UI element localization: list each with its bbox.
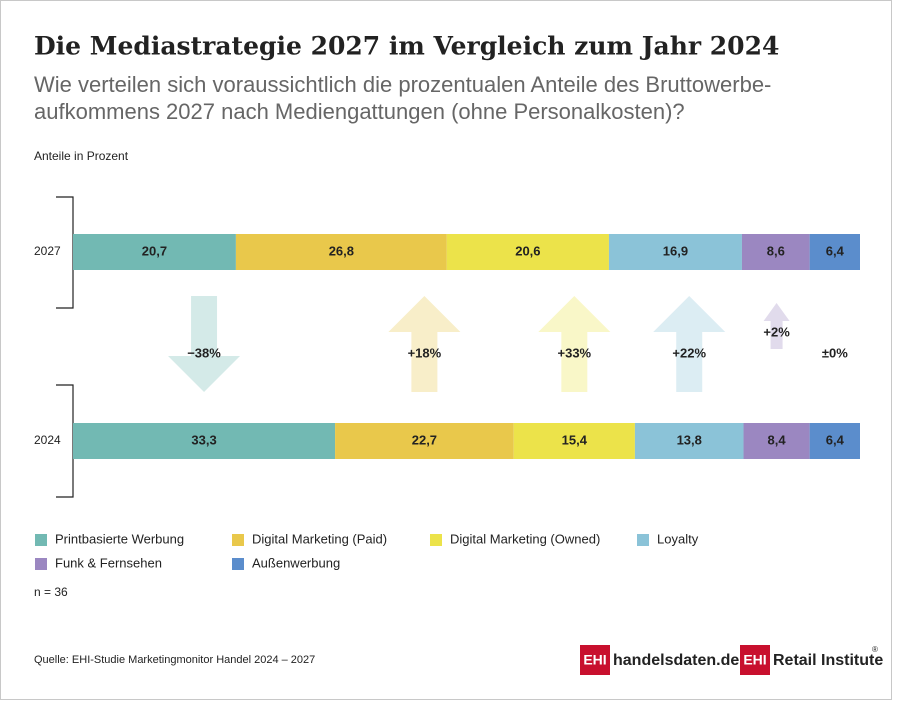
logo-text: handelsdaten.de xyxy=(613,652,739,669)
bar-segment xyxy=(73,423,336,459)
logo-mark: EHI xyxy=(743,652,766,668)
bar-segment xyxy=(73,234,236,270)
subtitle: aufkommens 2027 nach Mediengattungen (oh… xyxy=(34,99,685,124)
legend-swatch xyxy=(35,558,47,570)
legend-label: Außenwerbung xyxy=(252,555,340,570)
legend-swatch xyxy=(232,534,244,546)
bar-segment xyxy=(809,423,860,459)
value-label: 13,8 xyxy=(677,432,702,447)
value-label: 8,6 xyxy=(767,243,785,258)
value-label: 6,4 xyxy=(826,432,845,447)
change-arrow xyxy=(653,296,726,392)
legend-swatch xyxy=(35,534,47,546)
value-label: 16,9 xyxy=(663,243,688,258)
logo-box xyxy=(580,645,610,675)
bar-segment xyxy=(335,423,514,459)
value-label: 20,6 xyxy=(515,243,540,258)
change-label: +2% xyxy=(763,324,790,339)
value-label: 26,8 xyxy=(329,243,354,258)
bar-segment xyxy=(446,234,609,270)
value-label: 6,4 xyxy=(826,243,845,258)
chart-title: Die Mediastrategie 2027 im Vergleich zum… xyxy=(34,32,779,61)
logo-box xyxy=(740,645,770,675)
change-arrow xyxy=(538,296,611,392)
logo-mark: EHI xyxy=(583,652,606,668)
bar-segment xyxy=(809,234,860,270)
change-arrow xyxy=(763,303,790,349)
change-label: −38% xyxy=(187,345,221,360)
value-label: 33,3 xyxy=(191,432,216,447)
value-label: 15,4 xyxy=(562,432,588,447)
legend-swatch xyxy=(637,534,649,546)
y-tick-label: 2024 xyxy=(34,433,61,447)
bar-segment xyxy=(743,423,810,459)
change-label: +22% xyxy=(672,345,706,360)
registered: ® xyxy=(872,645,878,654)
value-label: 8,4 xyxy=(768,432,787,447)
legend-label: Digital Marketing (Owned) xyxy=(450,531,600,546)
value-label: 20,7 xyxy=(142,243,167,258)
legend-label: Funk & Fernsehen xyxy=(55,555,162,570)
bar-segment xyxy=(513,423,635,459)
bar-segment xyxy=(634,423,744,459)
legend-swatch xyxy=(232,558,244,570)
y-tick-label: 2027 xyxy=(34,244,61,258)
change-label: +18% xyxy=(408,345,442,360)
legend-label: Digital Marketing (Paid) xyxy=(252,531,387,546)
logo-text: Retail Institute xyxy=(773,652,883,669)
change-label: +33% xyxy=(558,345,592,360)
note: n = 36 xyxy=(34,585,68,599)
legend-label: Loyalty xyxy=(657,531,699,546)
change-arrow xyxy=(168,296,241,392)
bar-segment xyxy=(235,234,447,270)
subtitle: Wie verteilen sich voraussichtlich die p… xyxy=(34,72,771,97)
bar-segment xyxy=(608,234,742,270)
change-label: ±0% xyxy=(822,345,848,360)
value-label: 22,7 xyxy=(412,432,437,447)
legend-label: Printbasierte Werbung xyxy=(55,531,184,546)
source: Quelle: EHI-Studie Marketingmonitor Hand… xyxy=(34,654,315,666)
bar-segment xyxy=(741,234,810,270)
unit-label: Anteile in Prozent xyxy=(34,149,129,163)
change-arrow xyxy=(388,296,461,392)
legend-swatch xyxy=(430,534,442,546)
